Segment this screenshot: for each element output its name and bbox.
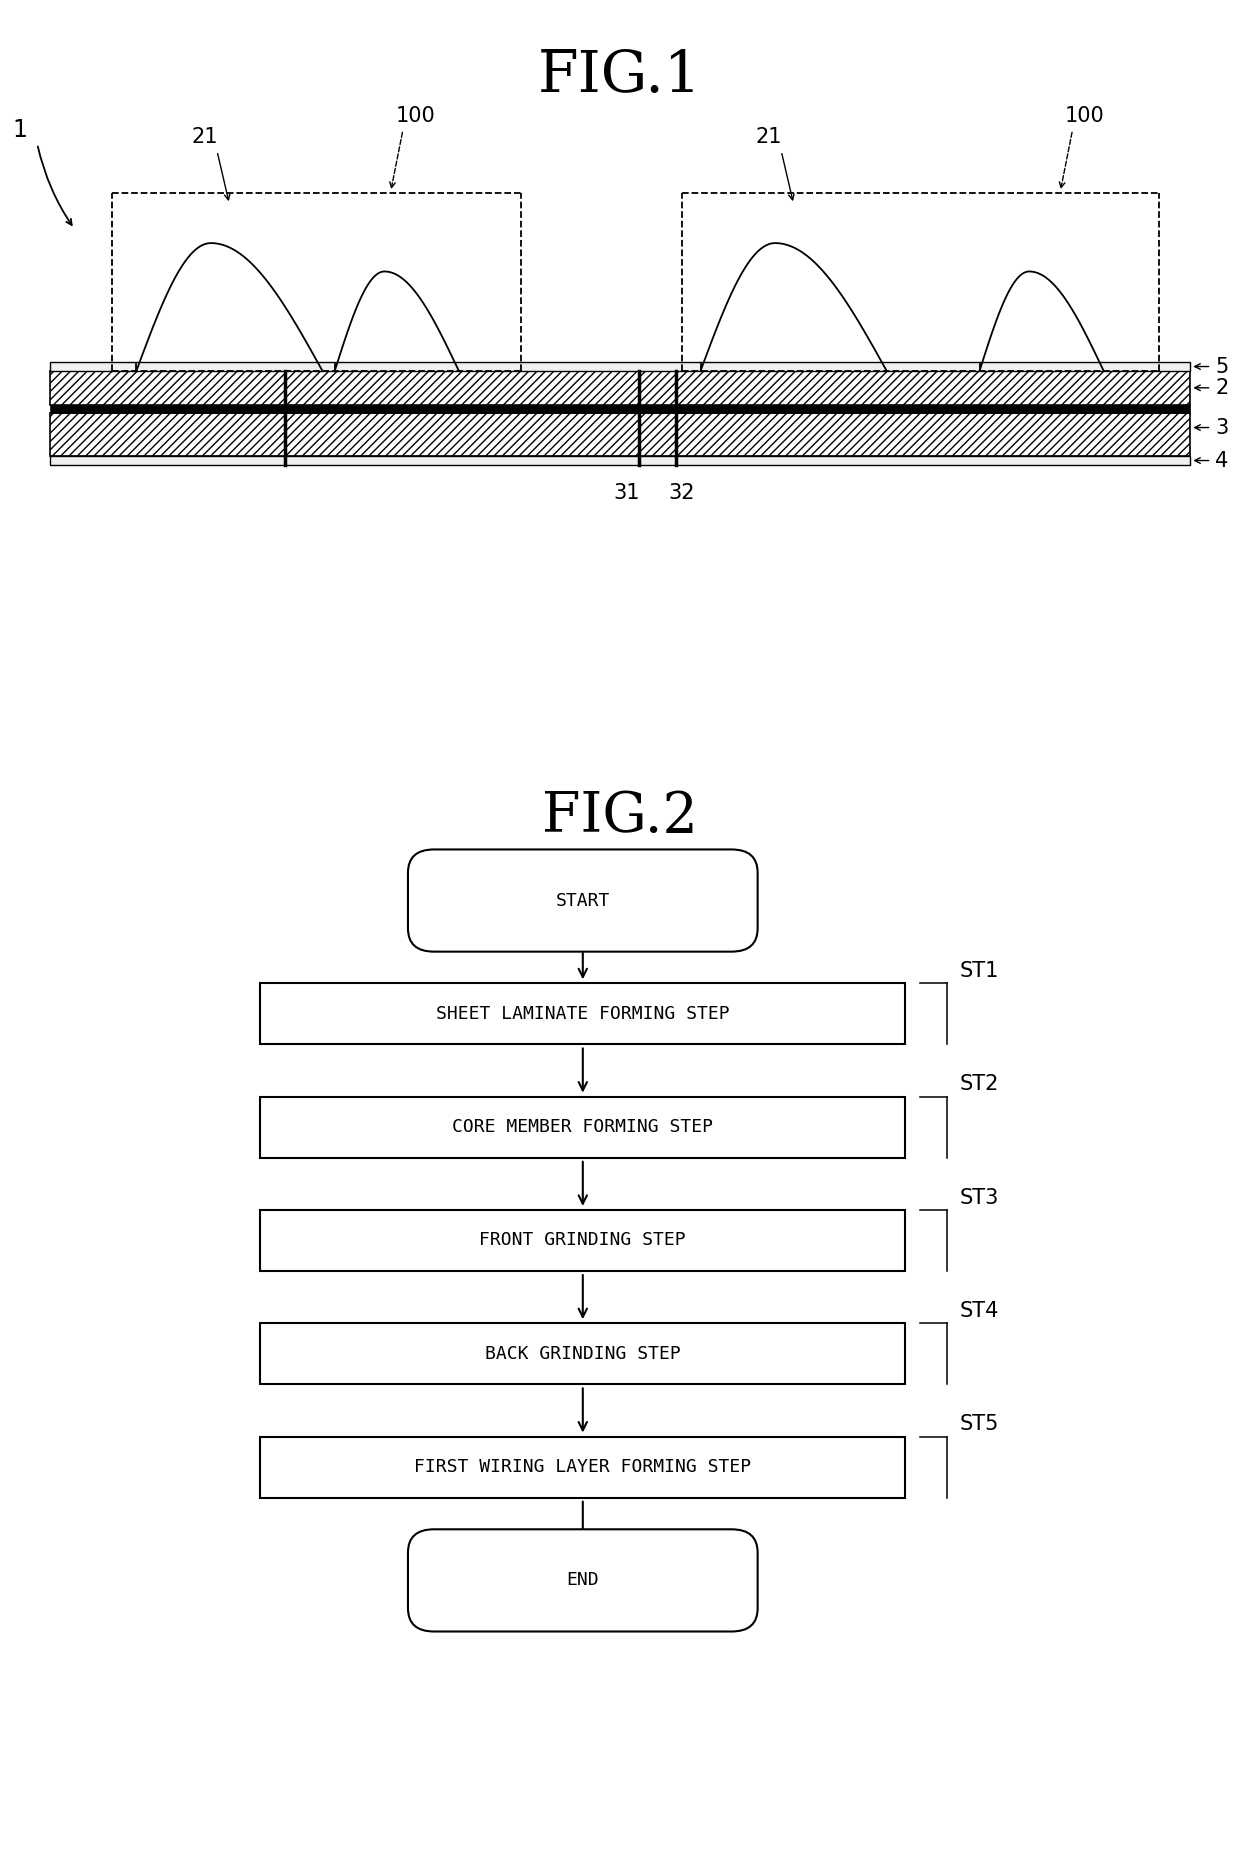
Text: SHEET LAMINATE FORMING STEP: SHEET LAMINATE FORMING STEP <box>436 1004 729 1023</box>
Text: ST1: ST1 <box>960 962 999 980</box>
Text: CORE MEMBER FORMING STEP: CORE MEMBER FORMING STEP <box>453 1118 713 1137</box>
Bar <box>260 984 905 1044</box>
Bar <box>260 1436 905 1497</box>
Text: BACK GRINDING STEP: BACK GRINDING STEP <box>485 1344 681 1363</box>
Text: 32: 32 <box>668 484 696 502</box>
Bar <box>50 362 1190 372</box>
Text: 21: 21 <box>191 127 218 147</box>
Bar <box>260 1324 905 1383</box>
Text: ST4: ST4 <box>960 1301 999 1322</box>
Bar <box>260 1210 905 1271</box>
Text: 2: 2 <box>1215 377 1229 398</box>
Bar <box>260 1096 905 1158</box>
Text: FIG.1: FIG.1 <box>538 49 702 105</box>
Text: 4: 4 <box>1215 450 1229 470</box>
Text: ST2: ST2 <box>960 1074 999 1094</box>
FancyBboxPatch shape <box>408 849 758 952</box>
Bar <box>50 456 1190 465</box>
Text: ST5: ST5 <box>960 1415 999 1434</box>
Bar <box>50 413 1190 456</box>
Text: END: END <box>567 1572 599 1589</box>
Text: 5: 5 <box>1215 357 1229 377</box>
Text: ST3: ST3 <box>960 1187 999 1208</box>
Text: FRONT GRINDING STEP: FRONT GRINDING STEP <box>480 1232 686 1249</box>
Text: 31: 31 <box>613 484 640 502</box>
Text: 1: 1 <box>12 118 27 142</box>
Text: 100: 100 <box>396 106 435 125</box>
Bar <box>50 405 1190 413</box>
Text: 100: 100 <box>1065 106 1105 125</box>
Text: 3: 3 <box>1215 418 1229 437</box>
FancyBboxPatch shape <box>408 1529 758 1632</box>
Bar <box>50 372 1190 405</box>
Text: 21: 21 <box>755 127 782 147</box>
Text: FIRST WIRING LAYER FORMING STEP: FIRST WIRING LAYER FORMING STEP <box>414 1458 751 1477</box>
Text: FIG.2: FIG.2 <box>542 790 698 844</box>
Text: START: START <box>556 892 610 909</box>
